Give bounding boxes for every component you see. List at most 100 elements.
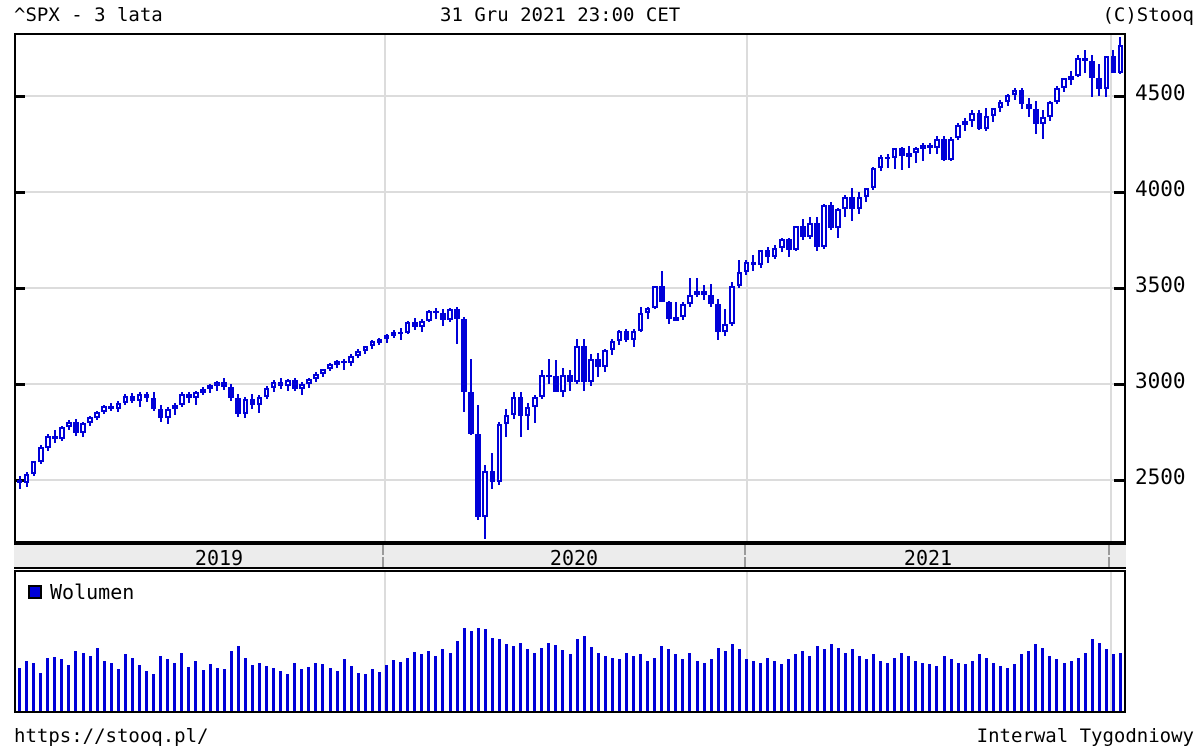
- candlestick[interactable]: [821, 204, 827, 247]
- volume-bar[interactable]: [314, 663, 318, 711]
- candlestick[interactable]: [800, 225, 806, 237]
- volume-bar[interactable]: [39, 672, 43, 711]
- volume-bar[interactable]: [674, 654, 678, 711]
- volume-bar[interactable]: [956, 662, 960, 711]
- volume-bar[interactable]: [272, 667, 276, 711]
- volume-bar[interactable]: [243, 658, 247, 711]
- candlestick[interactable]: [1025, 104, 1032, 110]
- candlestick[interactable]: [221, 381, 227, 387]
- candlestick[interactable]: [793, 225, 799, 250]
- volume-bar[interactable]: [914, 660, 918, 711]
- candlestick[interactable]: [870, 167, 877, 189]
- volume-bar[interactable]: [547, 643, 551, 711]
- candlestick[interactable]: [101, 405, 108, 412]
- candlestick[interactable]: [503, 415, 510, 425]
- volume-bar[interactable]: [603, 655, 607, 711]
- volume-bar[interactable]: [250, 665, 254, 711]
- candlestick[interactable]: [143, 394, 150, 399]
- volume-bar[interactable]: [519, 642, 523, 711]
- volume-bar[interactable]: [342, 659, 346, 711]
- volume-bar[interactable]: [286, 674, 290, 711]
- volume-bar[interactable]: [307, 666, 311, 711]
- candlestick[interactable]: [242, 399, 249, 414]
- volume-bar[interactable]: [349, 665, 353, 711]
- volume-bar[interactable]: [808, 655, 812, 711]
- volume-bar[interactable]: [907, 655, 911, 711]
- volume-bar[interactable]: [74, 650, 78, 711]
- candlestick[interactable]: [962, 121, 969, 126]
- volume-bar[interactable]: [46, 658, 50, 711]
- candlestick[interactable]: [51, 435, 58, 440]
- volume-bar[interactable]: [138, 665, 141, 711]
- volume-bar[interactable]: [843, 652, 847, 711]
- candlestick[interactable]: [1075, 58, 1081, 77]
- candlestick[interactable]: [1103, 55, 1110, 90]
- volume-bar[interactable]: [900, 652, 904, 711]
- candlestick[interactable]: [849, 197, 856, 209]
- volume-bar[interactable]: [928, 664, 932, 711]
- candlestick[interactable]: [644, 307, 651, 313]
- volume-plot-area[interactable]: [16, 572, 1124, 711]
- candlestick[interactable]: [1018, 89, 1025, 105]
- candlestick[interactable]: [736, 271, 743, 287]
- volume-bar[interactable]: [568, 654, 572, 711]
- candlestick[interactable]: [637, 312, 644, 332]
- candlestick[interactable]: [228, 386, 235, 399]
- volume-bar[interactable]: [1041, 647, 1045, 711]
- candlestick[interactable]: [778, 238, 785, 248]
- volume-bar[interactable]: [1090, 639, 1094, 711]
- candlestick[interactable]: [574, 346, 580, 382]
- candlestick[interactable]: [553, 376, 559, 393]
- volume-bar[interactable]: [293, 662, 297, 711]
- candlestick[interactable]: [517, 397, 524, 417]
- source-url-label[interactable]: https://stooq.pl/: [14, 725, 209, 747]
- candlestick[interactable]: [383, 334, 390, 339]
- volume-bar[interactable]: [751, 660, 755, 711]
- volume-bar[interactable]: [554, 645, 558, 711]
- volume-bar[interactable]: [857, 655, 861, 711]
- volume-bar[interactable]: [441, 649, 445, 711]
- volume-bar[interactable]: [476, 628, 480, 711]
- volume-bar[interactable]: [356, 672, 360, 711]
- volume-bar[interactable]: [667, 649, 671, 711]
- volume-bar[interactable]: [462, 627, 466, 711]
- candlestick[interactable]: [1032, 109, 1039, 124]
- candlestick[interactable]: [270, 381, 277, 388]
- volume-bar[interactable]: [215, 667, 219, 711]
- volume-bar[interactable]: [688, 652, 692, 711]
- candlestick[interactable]: [376, 338, 383, 343]
- volume-bar[interactable]: [766, 657, 770, 711]
- volume-bar[interactable]: [660, 645, 664, 711]
- candlestick[interactable]: [171, 404, 178, 409]
- volume-bar[interactable]: [279, 670, 283, 711]
- volume-bar[interactable]: [504, 644, 508, 711]
- volume-chart-panel[interactable]: Wolumen: [14, 570, 1126, 713]
- volume-bar[interactable]: [145, 670, 149, 711]
- candlestick[interactable]: [249, 399, 256, 405]
- volume-bar[interactable]: [123, 654, 127, 711]
- volume-bar[interactable]: [1020, 654, 1024, 711]
- volume-bar[interactable]: [1027, 650, 1031, 711]
- candlestick[interactable]: [284, 380, 291, 386]
- volume-bar[interactable]: [377, 671, 381, 711]
- candlestick[interactable]: [990, 107, 997, 117]
- candlestick[interactable]: [969, 113, 976, 122]
- candlestick[interactable]: [277, 381, 284, 386]
- candlestick[interactable]: [73, 422, 79, 433]
- candlestick[interactable]: [694, 291, 700, 296]
- volume-bar[interactable]: [385, 665, 388, 711]
- volume-bar[interactable]: [632, 655, 636, 711]
- volume-bar[interactable]: [582, 635, 586, 711]
- volume-bar[interactable]: [977, 654, 981, 711]
- volume-bar[interactable]: [335, 670, 339, 711]
- volume-bar[interactable]: [32, 662, 36, 711]
- candlestick[interactable]: [658, 286, 665, 303]
- candlestick[interactable]: [404, 321, 411, 334]
- candlestick[interactable]: [355, 351, 362, 357]
- candlestick[interactable]: [66, 422, 72, 427]
- volume-bar[interactable]: [815, 645, 819, 711]
- volume-bar[interactable]: [526, 649, 530, 711]
- candlestick[interactable]: [1089, 61, 1096, 79]
- volume-bar[interactable]: [399, 661, 403, 711]
- candlestick[interactable]: [757, 249, 764, 265]
